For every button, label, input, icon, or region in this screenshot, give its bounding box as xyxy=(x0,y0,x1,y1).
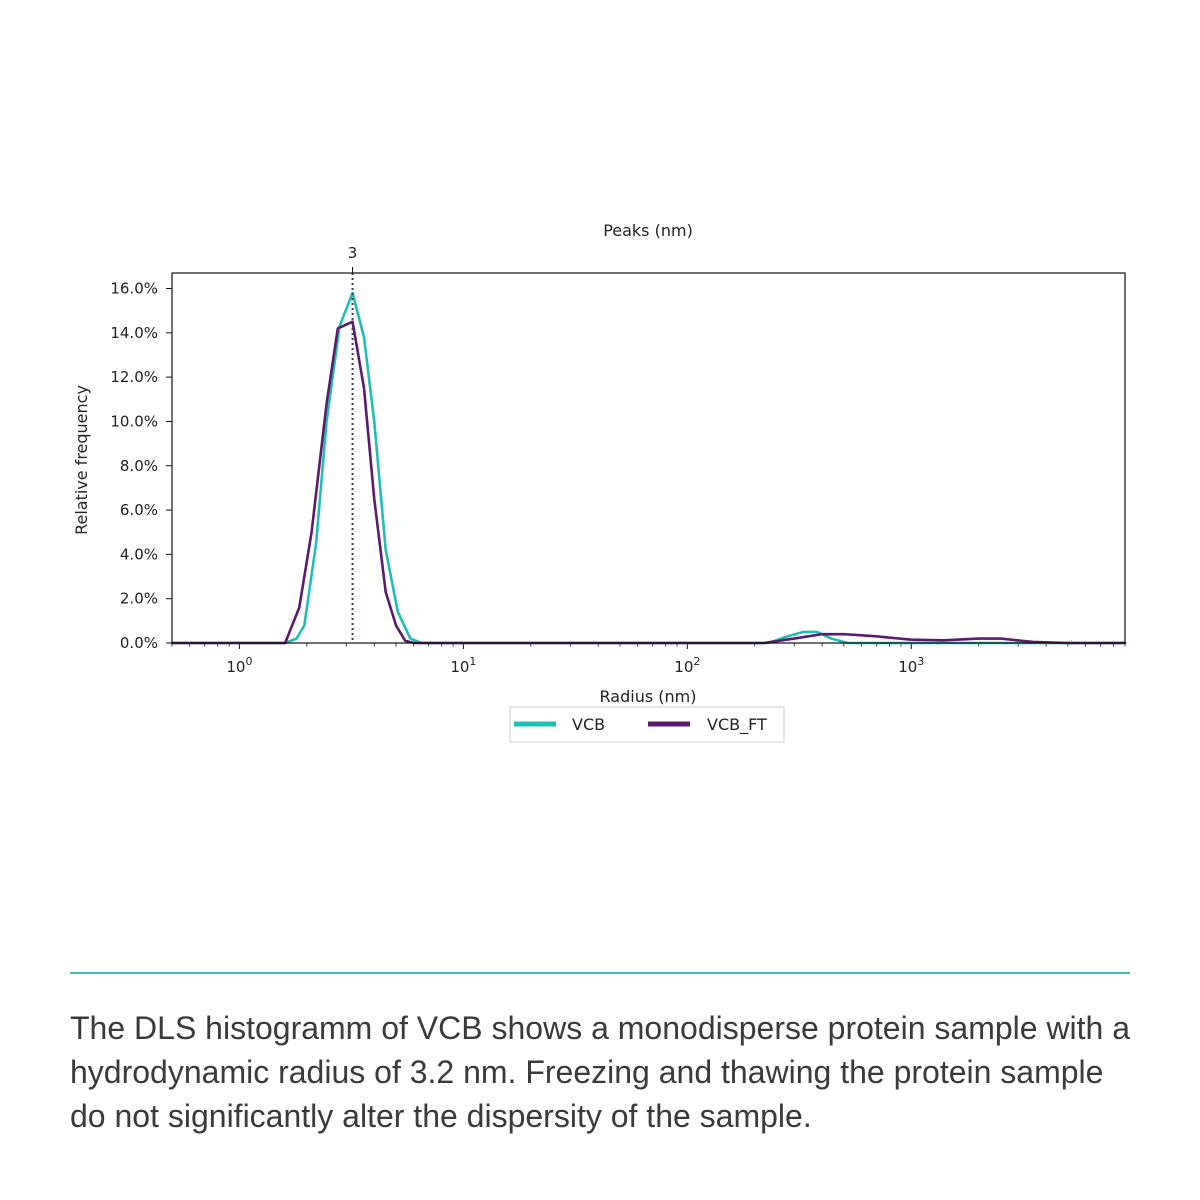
x-tick-label-exponent: 3 xyxy=(917,655,924,668)
x-tick-label-exponent: 1 xyxy=(469,655,476,668)
legend-label-vcb: VCB xyxy=(572,715,605,734)
legend: VCB VCB_FT xyxy=(509,706,785,743)
x-tick-label-base: 10 xyxy=(674,658,693,676)
y-tick-label: 10.0% xyxy=(110,412,158,430)
legend-label-vcb-ft: VCB_FT xyxy=(707,715,767,735)
x-tick-label-base: 10 xyxy=(898,658,917,676)
y-tick-label: 4.0% xyxy=(120,545,158,563)
x-tick-label: 102 xyxy=(674,655,700,676)
dls-histogram-chart: Peaks (nm) Radius (nm) Relative frequenc… xyxy=(72,221,1127,743)
x-tick-label-exponent: 0 xyxy=(245,655,252,668)
figure-caption: The DLS histogramm of VCB shows a monodi… xyxy=(70,1010,1131,1134)
x-tick-label: 103 xyxy=(898,655,924,676)
x-axis-title: Radius (nm) xyxy=(600,687,697,706)
peak-marker-layer: 3 xyxy=(348,244,358,643)
x-tick-label-base: 10 xyxy=(226,658,245,676)
y-tick-label: 6.0% xyxy=(120,501,158,519)
x-tick-label: 101 xyxy=(450,655,476,676)
y-tick-label: 14.0% xyxy=(110,324,158,342)
section-divider xyxy=(70,972,1130,974)
y-tick-label: 2.0% xyxy=(120,590,158,608)
series-line-vcb-ft xyxy=(170,320,1127,645)
plot-frame xyxy=(171,272,1126,644)
y-tick-label: 16.0% xyxy=(110,280,158,298)
peak-marker-label: 3 xyxy=(348,244,358,262)
y-tick-label: 8.0% xyxy=(120,457,158,475)
x-tick-label-base: 10 xyxy=(450,658,469,676)
y-tick-label: 0.0% xyxy=(120,634,158,652)
y-tick-label: 12.0% xyxy=(110,368,158,386)
y-axis-title: Relative frequency xyxy=(72,385,91,535)
top-axis-title: Peaks (nm) xyxy=(603,221,693,240)
x-tick-label-exponent: 2 xyxy=(693,655,700,668)
chart-container: Peaks (nm) Radius (nm) Relative frequenc… xyxy=(72,221,1127,743)
axis-ticks-layer: 0.0% 2.0% 4.0% 6.0% 8.0% 10.0% 12.0% 14.0% 16.0%… xyxy=(110,280,1126,676)
x-tick-label: 100 xyxy=(226,655,252,676)
series-layer xyxy=(170,291,1127,645)
series-line-vcb xyxy=(170,291,1127,645)
